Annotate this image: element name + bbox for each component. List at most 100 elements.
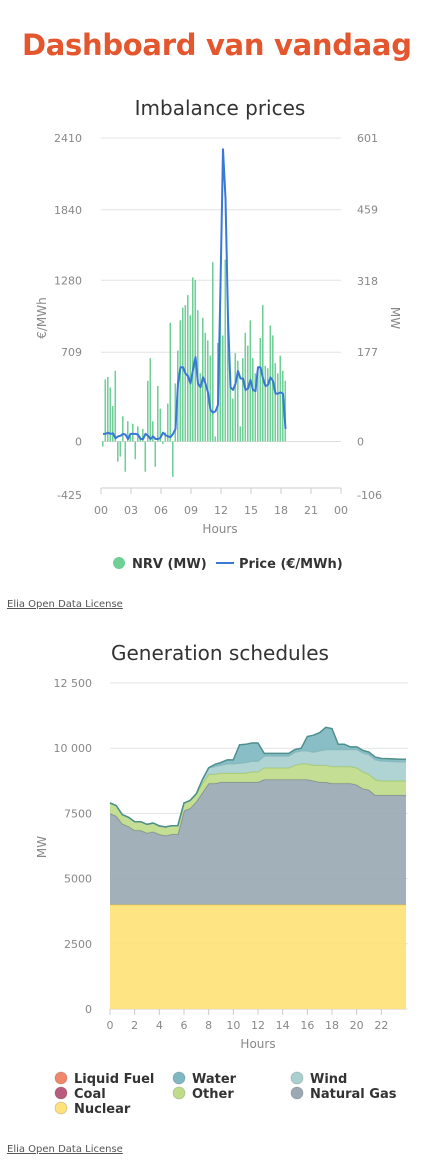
- price-legend-label: Price (€/MWh): [239, 557, 343, 572]
- y-tick-label: 10 000: [54, 742, 93, 755]
- nrv-bars: [102, 259, 287, 477]
- left-tick-label: 2410: [54, 132, 82, 145]
- right-tick-label: 601: [357, 132, 378, 145]
- nrv-bar: [254, 373, 257, 442]
- nrv-legend-label: NRV (MW): [132, 557, 207, 572]
- nrv-bar: [267, 368, 269, 442]
- imbalance-x-axis-label: Hours: [202, 522, 237, 536]
- nrv-bar: [134, 441, 137, 460]
- price-line: [103, 148, 287, 440]
- right-tick-label: 459: [357, 204, 378, 217]
- nrv-bar: [129, 436, 132, 442]
- nrv-bar: [252, 358, 254, 442]
- legend-item-price[interactable]: Price (€/MWh): [216, 557, 343, 572]
- generation-y-axis-label: MW: [35, 836, 49, 858]
- nrv-bar: [172, 441, 174, 477]
- imbalance-x-ticks: 00 03 06 09 12 15 18 21 00: [94, 488, 348, 517]
- nrv-bar: [229, 373, 232, 442]
- x-tick-label: 21: [304, 504, 318, 517]
- area-wind: [110, 749, 406, 827]
- legend-item-wind[interactable]: Wind: [290, 1071, 347, 1087]
- price-line-group: [103, 148, 287, 440]
- nrv-bar: [182, 307, 184, 442]
- nrv-bar: [279, 355, 282, 442]
- imbalance-left-ticks: 2410 1840 1280 709 0 -425: [54, 132, 82, 502]
- nrv-bar: [142, 428, 144, 442]
- imbalance-prices-chart: Imbalance prices 00 03 06 09 12 15 18 21 00 2410…: [35, 96, 402, 572]
- nrv-bar: [117, 441, 119, 462]
- other-legend-marker: [172, 1086, 186, 1100]
- nrv-bar: [149, 358, 152, 442]
- nrv-bar: [127, 421, 129, 442]
- natural-gas-legend-marker: [290, 1086, 304, 1100]
- nrv-bar: [222, 335, 224, 442]
- x-tick-label: 4: [156, 1019, 163, 1032]
- nrv-bar: [274, 363, 277, 442]
- area-water: [110, 727, 406, 827]
- legend-item-nrv[interactable]: NRV (MW): [113, 557, 207, 572]
- nrv-bar: [232, 398, 234, 442]
- liquid-fuel-legend-label: Liquid Fuel: [74, 1072, 154, 1087]
- nrv-bar: [257, 368, 259, 442]
- right-tick-label: 177: [357, 346, 378, 359]
- nrv-bar: [164, 432, 167, 442]
- nrv-bar: [259, 337, 262, 442]
- nrv-bar: [169, 322, 172, 442]
- nrv-bar: [224, 259, 227, 442]
- nrv-bar: [242, 358, 244, 442]
- liquid-fuel-legend-marker: [54, 1071, 68, 1085]
- coal-legend-label: Coal: [74, 1087, 106, 1102]
- nrv-bar: [174, 383, 177, 442]
- water-legend-label: Water: [192, 1072, 237, 1087]
- x-tick-label: 16: [300, 1019, 314, 1032]
- nrv-bar: [212, 262, 214, 442]
- legend-item-water[interactable]: Water: [172, 1071, 237, 1087]
- nrv-bar: [124, 441, 127, 472]
- nrv-bar: [187, 295, 189, 442]
- generation-legend[interactable]: Liquid Fuel Water Wind Coal Other Natural Gas…: [54, 1071, 397, 1117]
- left-tick-label: 1840: [54, 204, 82, 217]
- wind-legend-label: Wind: [310, 1072, 347, 1087]
- generation-schedules-chart: Generation schedules 0 2 4 6 8 10 12 14 16 18 20 22…: [35, 641, 408, 1117]
- nrv-bar: [122, 416, 124, 442]
- imbalance-chart-title: Imbalance prices: [135, 96, 306, 120]
- y-tick-label: 5000: [64, 873, 92, 886]
- license-link-1[interactable]: Elia Open Data License: [7, 599, 123, 610]
- area-edge-water: [109, 726, 406, 828]
- license-link-2[interactable]: Elia Open Data License: [7, 1144, 123, 1155]
- nrv-bar: [179, 320, 182, 442]
- area-natural-gas: [110, 779, 406, 905]
- legend-item-nuclear[interactable]: Nuclear: [54, 1101, 131, 1117]
- nrv-bar: [204, 332, 207, 442]
- nrv-bar: [219, 289, 222, 442]
- x-tick-label: 09: [184, 504, 198, 517]
- nrv-bar: [109, 387, 112, 442]
- nrv-bar: [247, 345, 249, 442]
- x-tick-label: 18: [325, 1019, 339, 1032]
- y-tick-label: 2500: [64, 938, 92, 951]
- area-nuclear: [110, 904, 406, 1009]
- legend-item-other[interactable]: Other: [172, 1086, 234, 1102]
- nrv-bar: [159, 408, 162, 442]
- nrv-bar: [157, 385, 159, 442]
- left-tick-label: -425: [57, 489, 82, 502]
- nrv-bar: [132, 423, 134, 442]
- x-tick-label: 10: [226, 1019, 240, 1032]
- nrv-bar: [239, 426, 242, 442]
- x-tick-label: 15: [244, 504, 258, 517]
- legend-item-coal[interactable]: Coal: [54, 1086, 106, 1102]
- imbalance-right-ticks: 601 459 318 177 0 -106: [357, 132, 382, 502]
- x-tick-label: 12: [251, 1019, 265, 1032]
- page-title: Dashboard van vandaag: [22, 28, 412, 62]
- right-tick-label: -106: [357, 489, 382, 502]
- nrv-bar: [189, 315, 192, 442]
- x-tick-label: 18: [274, 504, 288, 517]
- legend-item-liquid-fuel[interactable]: Liquid Fuel: [54, 1071, 154, 1087]
- y-tick-label: 0: [85, 1003, 92, 1016]
- generation-y-ticks: 12 500 10 000 7500 5000 2500 0: [54, 677, 93, 1016]
- nrv-bar: [192, 277, 194, 442]
- nrv-bar: [284, 380, 287, 442]
- legend-item-natural-gas[interactable]: Natural Gas: [290, 1086, 397, 1102]
- x-tick-label: 20: [350, 1019, 364, 1032]
- imbalance-legend[interactable]: NRV (MW) Price (€/MWh): [113, 557, 343, 572]
